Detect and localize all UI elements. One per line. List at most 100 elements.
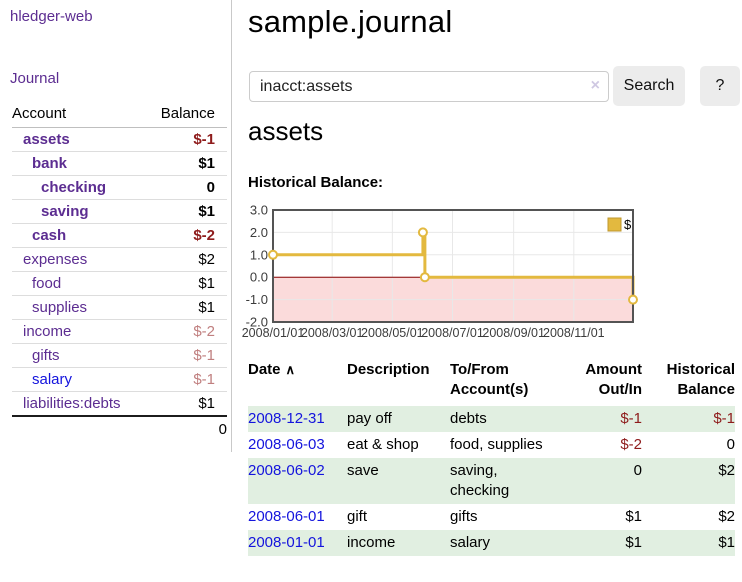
x-axis-tick: 2008/05/01 xyxy=(361,326,424,340)
register-table: Date ∧ Description To/From Account(s) Amount… xyxy=(248,360,735,556)
transaction-accounts: salary xyxy=(450,534,491,551)
sidebar-account-salary[interactable]: salary xyxy=(32,371,73,388)
account-row: cash $-2 xyxy=(12,223,227,248)
sort-asc-icon: ∧ xyxy=(285,362,296,377)
transaction-amount: $1 xyxy=(625,508,642,525)
accounts-total-balance: 0 xyxy=(145,415,227,442)
legend-label: $ xyxy=(624,217,632,232)
historical-balance-chart[interactable]: $3.0 2.0 1.0 0.0 -1.0 -2.0 2008/01/01 2008/03/0… xyxy=(242,200,665,345)
transaction-accounts: food, supplies xyxy=(450,436,543,453)
transaction-balance: $-1 xyxy=(713,410,735,427)
transaction-amount: $-1 xyxy=(620,410,642,427)
account-balance: $1 xyxy=(145,391,227,417)
register-header-date[interactable]: Date ∧ xyxy=(248,361,296,378)
account-row: bank $1 xyxy=(12,151,227,176)
sidebar-account-gifts[interactable]: gifts xyxy=(32,347,60,364)
account-row: salary $-1 xyxy=(12,367,227,392)
legend-swatch xyxy=(607,217,622,232)
table-row: 2008-01-01 income salary $1 $1 xyxy=(248,530,735,556)
sidebar-account-liabilities-debts[interactable]: liabilities:debts xyxy=(23,395,121,412)
accounts-table: Account Balance assets $-1 bank $1 checking 0… xyxy=(12,102,227,442)
transaction-description: income xyxy=(347,534,396,551)
transaction-balance: $2 xyxy=(718,462,735,479)
sidebar-account-assets[interactable]: assets xyxy=(23,131,70,148)
search-form: × xyxy=(249,71,609,102)
sidebar-account-food[interactable]: food xyxy=(32,275,62,292)
search-input[interactable] xyxy=(249,71,609,102)
account-row: income $-2 xyxy=(12,319,227,344)
sidebar-account-checking[interactable]: checking xyxy=(41,179,107,196)
sidebar-account-supplies[interactable]: supplies xyxy=(32,299,88,316)
accounts-total-row: 0 xyxy=(12,415,227,442)
register-header-to: To/From Account(s) xyxy=(450,361,529,398)
transaction-amount: 0 xyxy=(633,462,642,479)
x-axis-tick: 2008/07/01 xyxy=(421,326,484,340)
account-row: liabilities:debts $1 xyxy=(12,391,227,417)
page-title: sample.journal xyxy=(248,4,453,39)
accounts-header-row: Account Balance xyxy=(12,102,227,128)
account-row: assets $-1 xyxy=(12,127,227,152)
accounts-header-balance: Balance xyxy=(145,102,227,128)
account-balance: $-1 xyxy=(145,367,227,392)
register-header-row: Date ∧ Description To/From Account(s) Amount… xyxy=(248,360,735,406)
account-balance: $-1 xyxy=(145,343,227,368)
register-header-description: Description xyxy=(347,361,430,378)
transaction-balance: $2 xyxy=(718,508,735,525)
sidebar-account-cash[interactable]: cash xyxy=(32,227,67,244)
register-header-historical: Historical Balance xyxy=(666,361,735,398)
chart-title: Historical Balance: xyxy=(248,174,384,191)
account-balance: $1 xyxy=(145,271,227,296)
sidebar-account-bank[interactable]: bank xyxy=(32,155,68,172)
table-row: 2008-06-01 gift gifts $1 $2 xyxy=(248,504,735,530)
account-row: gifts $-1 xyxy=(12,343,227,368)
transaction-accounts: debts xyxy=(450,410,487,427)
account-balance: $1 xyxy=(145,151,227,176)
transaction-accounts: saving, checking xyxy=(450,462,510,499)
y-axis-tick: -1.0 xyxy=(246,292,268,307)
transaction-date-link[interactable]: 2008-06-01 xyxy=(248,508,325,525)
account-row: saving $1 xyxy=(12,199,227,224)
transaction-date-link[interactable]: 2008-06-02 xyxy=(248,462,325,479)
sidebar-item-journal[interactable]: Journal xyxy=(10,70,60,87)
accounts-header-account: Account xyxy=(12,102,146,128)
search-button[interactable]: Search xyxy=(613,66,685,106)
data-point-marker[interactable] xyxy=(628,294,638,305)
x-axis-tick: 2008/11/01 xyxy=(543,326,605,340)
register-header-amount: Amount Out/In xyxy=(585,361,642,398)
table-row: 2008-06-03 eat & shop food, supplies $-2 0 xyxy=(248,432,735,458)
data-point-marker[interactable] xyxy=(268,249,278,260)
account-balance: $2 xyxy=(145,247,227,272)
transaction-amount: $-2 xyxy=(620,436,642,453)
sidebar-account-expenses[interactable]: expenses xyxy=(23,251,88,268)
y-axis-tick: 0.0 xyxy=(250,270,268,285)
sidebar-account-saving[interactable]: saving xyxy=(41,203,89,220)
y-axis-tick: 1.0 xyxy=(250,247,268,262)
transaction-date-link[interactable]: 2008-12-31 xyxy=(248,410,325,427)
account-row: checking 0 xyxy=(12,175,227,200)
account-row: food $1 xyxy=(12,271,227,296)
account-row: supplies $1 xyxy=(12,295,227,320)
transaction-date-link[interactable]: 2008-06-03 xyxy=(248,436,325,453)
transaction-balance: 0 xyxy=(726,436,735,453)
data-point-marker[interactable] xyxy=(417,227,428,238)
transaction-description: save xyxy=(347,462,379,479)
y-axis-tick: 3.0 xyxy=(250,203,268,218)
app-title-link[interactable]: hledger-web xyxy=(10,8,93,25)
account-heading: assets xyxy=(248,116,324,146)
sidebar-account-income[interactable]: income xyxy=(23,323,72,340)
account-balance: $-1 xyxy=(145,127,227,152)
account-balance: $1 xyxy=(145,295,227,320)
data-point-marker[interactable] xyxy=(419,272,430,283)
help-button[interactable]: ? xyxy=(700,66,740,106)
sidebar: hledger-web Journal Account Balance asse… xyxy=(0,0,232,452)
account-balance: 0 xyxy=(145,175,227,200)
clear-search-icon[interactable]: × xyxy=(590,77,600,94)
y-axis-tick: 2.0 xyxy=(250,225,268,240)
table-row: 2008-12-31 pay off debts $-1 $-1 xyxy=(248,406,735,432)
transaction-description: pay off xyxy=(347,410,392,427)
x-axis-tick: 2008/01/01 xyxy=(242,326,305,340)
table-row: 2008-06-02 save saving, checking 0 $2 xyxy=(248,458,735,504)
transaction-description: eat & shop xyxy=(347,436,419,453)
x-axis-tick: 2008/09/01 xyxy=(482,326,545,340)
transaction-date-link[interactable]: 2008-01-01 xyxy=(248,534,325,551)
